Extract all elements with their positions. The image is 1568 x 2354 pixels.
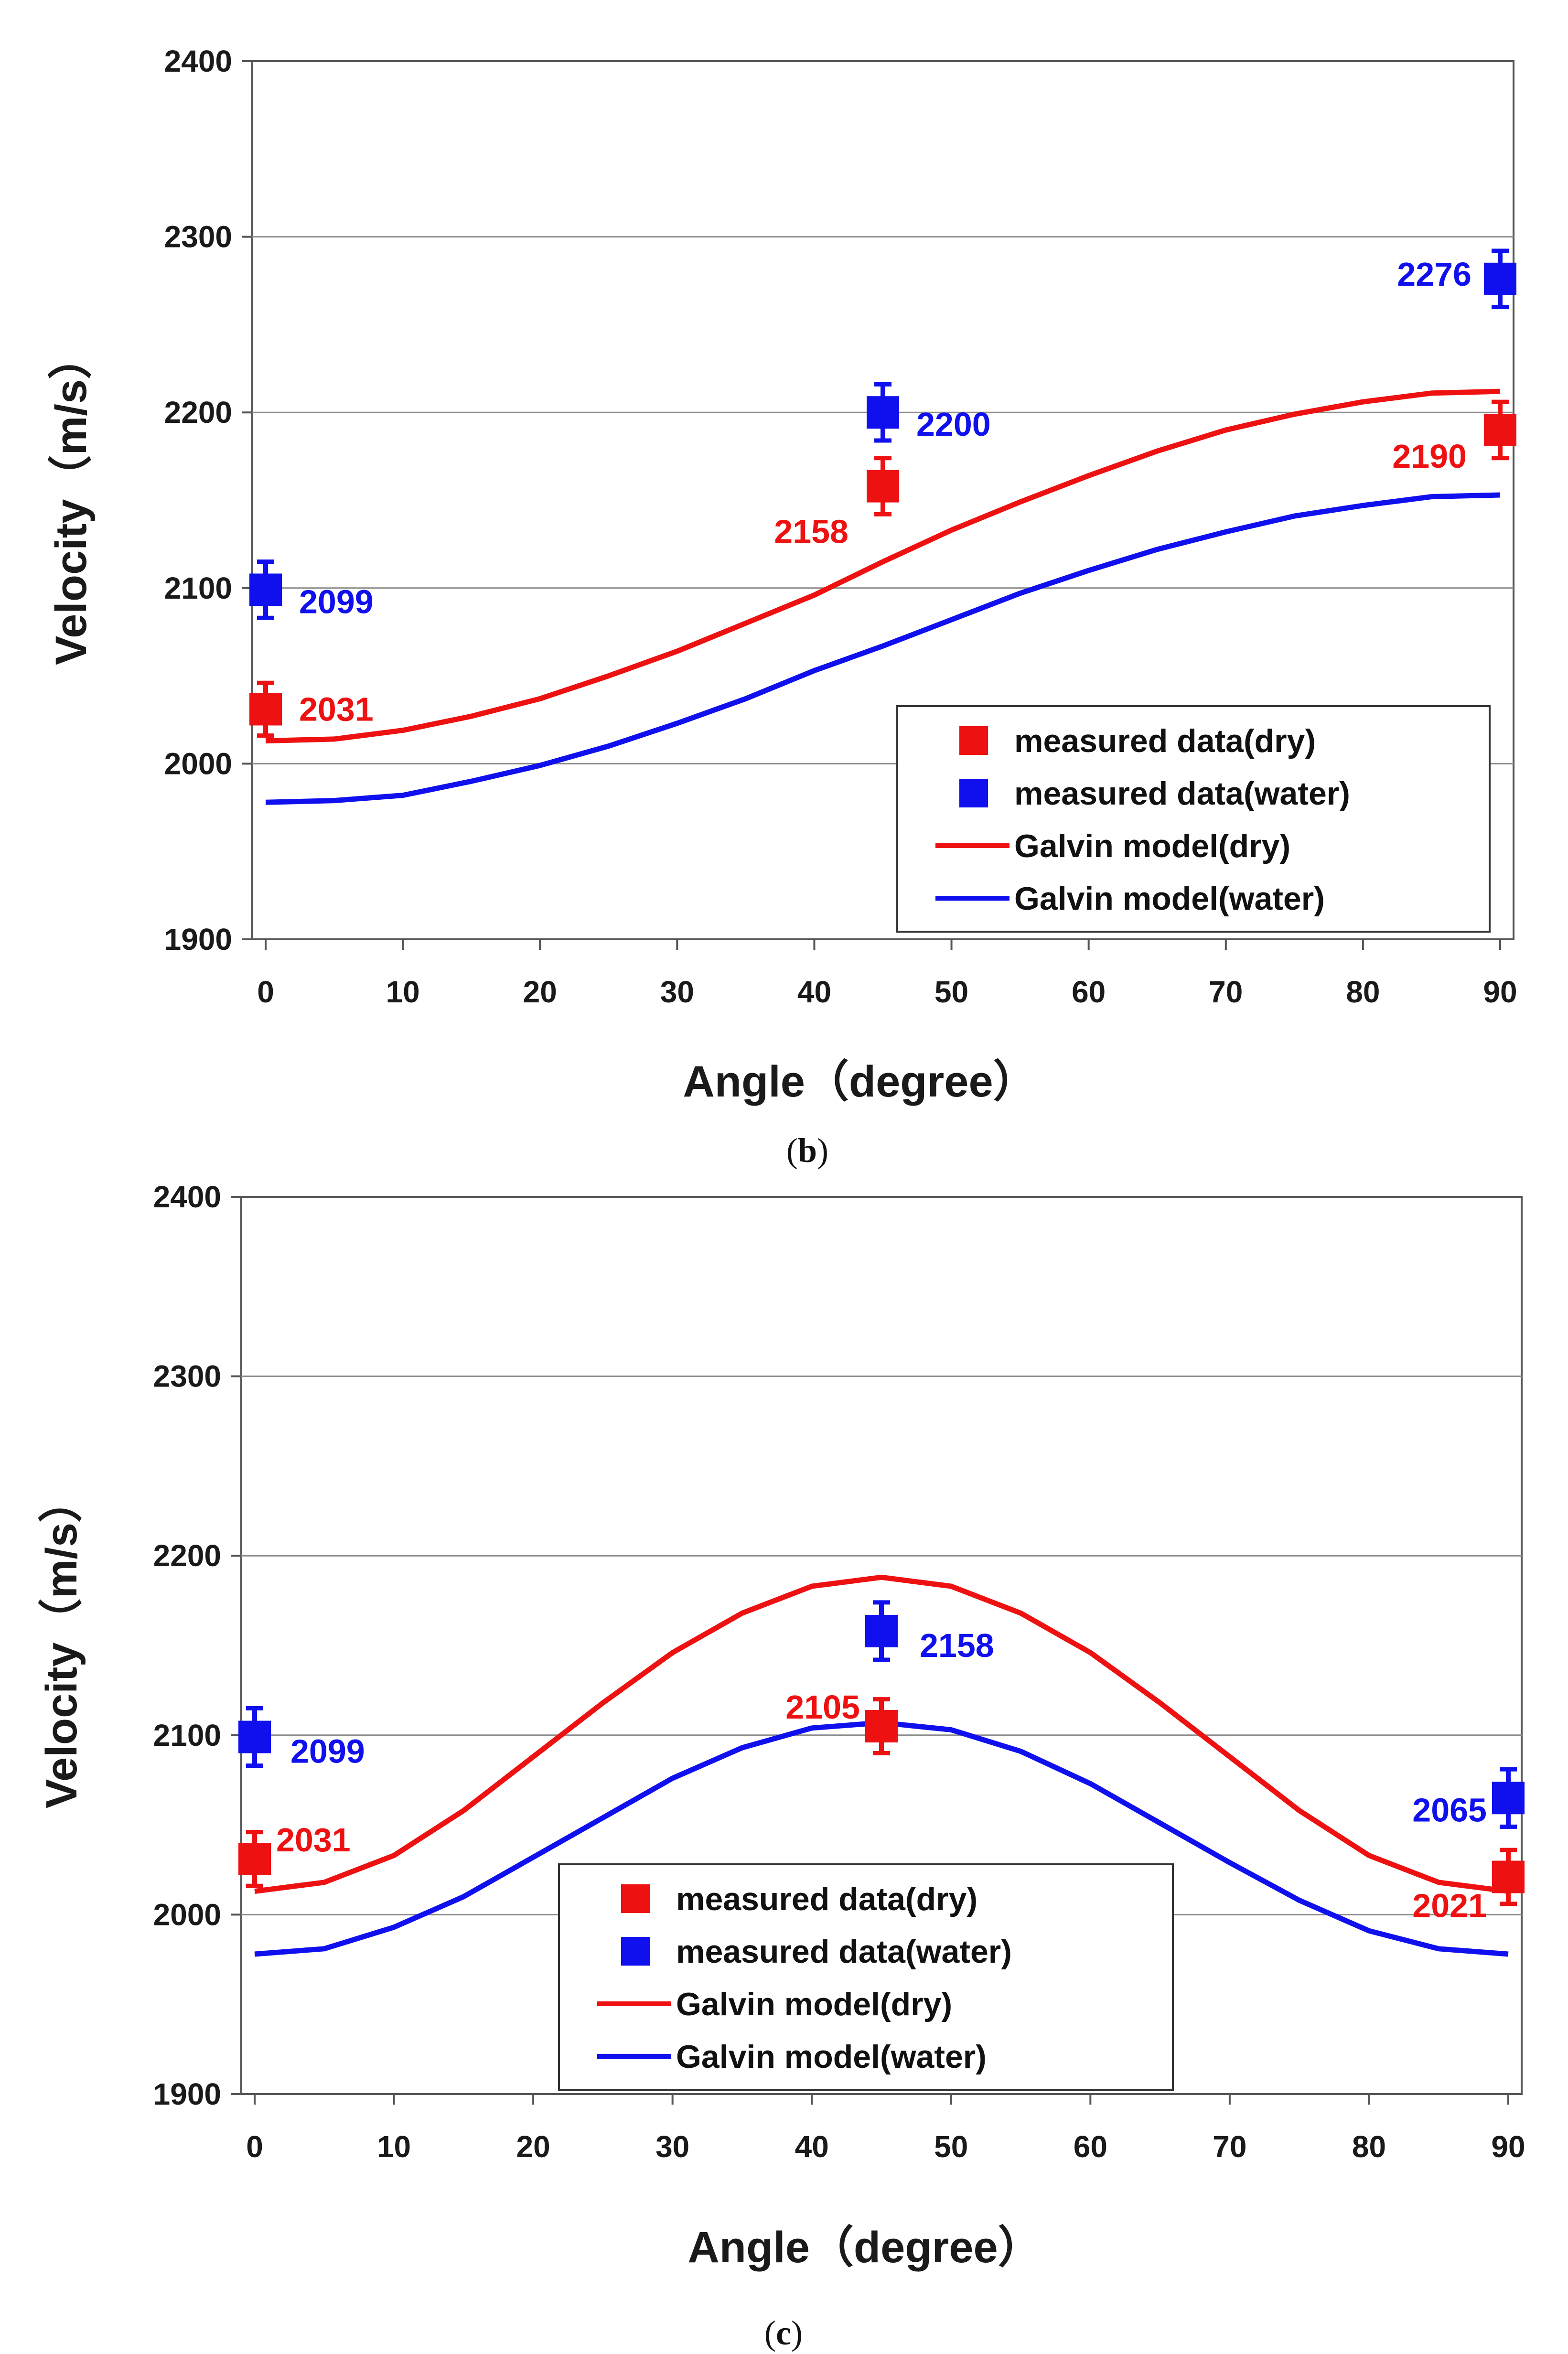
x-tick-label: 60 (1072, 975, 1106, 1009)
panel-label: (c) (764, 2314, 803, 2352)
x-tick-label: 70 (1209, 975, 1243, 1009)
x-tick-label: 30 (655, 2129, 689, 2164)
x-tick-label: 80 (1346, 975, 1380, 1009)
panel-label: (b) (786, 1131, 828, 1170)
data-point-dry (238, 1842, 271, 1875)
data-label: 2099 (290, 1733, 365, 1770)
data-label: 2190 (1392, 438, 1467, 475)
chart-panel-c: 1900 2000 2100 2200 2300 2400 0 10 20 30 40 50 60 70 8… (37, 1180, 1525, 2352)
legend-label: Galvin model(water) (676, 2039, 987, 2075)
data-point-water (1484, 262, 1516, 295)
y-tick-label: 2100 (164, 571, 232, 605)
legend-box (558, 1863, 1174, 2091)
y-tick-label: 2000 (153, 1897, 221, 1932)
legend-label: Galvin model(water) (1014, 881, 1325, 917)
x-tick-label: 0 (246, 2129, 263, 2164)
data-point-water (249, 573, 282, 606)
data-label: 2105 (785, 1688, 860, 1726)
legend-label: measured data(water) (676, 1934, 1012, 1970)
x-tick-label: 30 (660, 975, 694, 1009)
data-label: 2158 (774, 513, 848, 550)
data-point-dry (249, 693, 282, 726)
legend-marker-dry (959, 726, 988, 755)
data-point-water (1492, 1782, 1525, 1815)
data-label: 2021 (1412, 1887, 1487, 1924)
x-tick-label: 40 (795, 2129, 829, 2164)
data-point-water (867, 396, 899, 429)
data-point-dry (1492, 1860, 1525, 1893)
x-axis-title: Angle（degree） (687, 2223, 1042, 2272)
model-line-dry (254, 1574, 1509, 1894)
y-tick-label: 2100 (153, 1718, 221, 1752)
data-point-water (238, 1720, 271, 1753)
chart-panel-b: 1900 2000 2100 2200 2300 2400 0 10 20 30 40 50 60 70 8… (47, 44, 1517, 1170)
data-label: 2200 (916, 406, 991, 443)
model-line-dry (265, 388, 1501, 744)
x-tick-label: 60 (1074, 2129, 1107, 2164)
data-point-dry (865, 1710, 898, 1743)
legend-label: measured data(dry) (1014, 723, 1316, 759)
data-point-water (865, 1614, 898, 1647)
x-tick-label: 90 (1491, 2129, 1525, 2164)
y-tick-label: 2400 (153, 1180, 221, 1214)
plot-area (240, 1196, 1523, 2095)
data-point-dry (1484, 413, 1516, 446)
y-tick-label: 2300 (153, 1359, 221, 1394)
data-label: 2031 (276, 1821, 351, 1859)
legend-marker-water (621, 1937, 650, 1966)
legend: measured data(dry) measured data(water) Ga… (558, 1863, 1174, 2091)
data-label: 2099 (299, 583, 374, 620)
y-tick-label: 2300 (164, 220, 232, 254)
x-tick-label: 90 (1483, 975, 1517, 1009)
legend-marker-water (959, 779, 988, 807)
y-tick-label: 1900 (153, 2077, 221, 2111)
model-line-water (265, 492, 1501, 805)
legend: measured data(dry) measured data(water) Ga… (896, 705, 1491, 933)
legend-label: measured data(dry) (676, 1881, 977, 1917)
y-tick-label: 2200 (153, 1538, 221, 1573)
y-axis-title: Velocity（m/s） (47, 335, 96, 665)
x-tick-label: 0 (257, 975, 274, 1009)
x-tick-label: 10 (377, 2129, 411, 2164)
x-tick-label: 20 (516, 2129, 550, 2164)
legend-label: Galvin model(dry) (676, 1986, 952, 2022)
y-tick-label: 2000 (164, 746, 232, 781)
data-label: 2031 (299, 690, 374, 728)
x-tick-label: 10 (386, 975, 420, 1009)
x-tick-label: 40 (797, 975, 831, 1009)
y-tick-label: 1900 (164, 922, 232, 957)
data-label: 2158 (920, 1627, 994, 1664)
x-tick-label: 50 (934, 975, 968, 1009)
legend-box (896, 705, 1491, 933)
x-tick-label: 50 (934, 2129, 968, 2164)
x-tick-label: 20 (523, 975, 557, 1009)
legend-label: Galvin model(dry) (1014, 828, 1290, 864)
data-label: 2065 (1412, 1791, 1487, 1828)
x-tick-label: 70 (1213, 2129, 1246, 2164)
legend-marker-dry (621, 1884, 650, 1913)
data-label: 2276 (1397, 256, 1471, 293)
y-axis-title: Velocity（m/s） (37, 1479, 86, 1808)
x-tick-label: 80 (1352, 2129, 1386, 2164)
x-axis-title: Angle（degree） (683, 1057, 1037, 1106)
data-point-dry (867, 470, 899, 503)
legend-label: measured data(water) (1014, 775, 1350, 812)
plot-area (251, 60, 1514, 940)
y-tick-label: 2200 (164, 395, 232, 430)
y-tick-label: 2400 (164, 44, 232, 78)
